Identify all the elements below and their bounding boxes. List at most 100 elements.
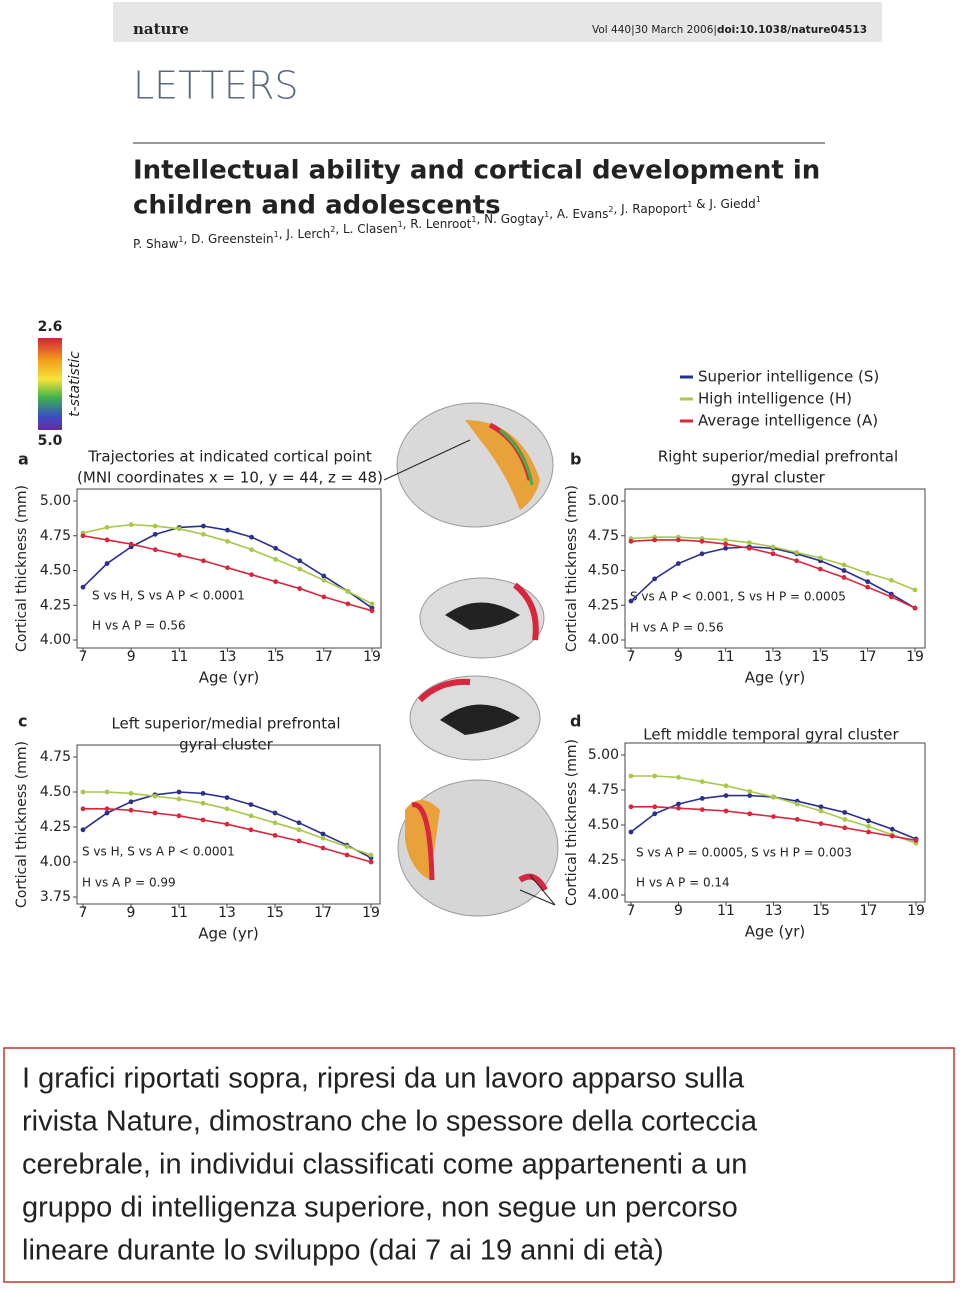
y-tick-label: 4.50 — [588, 817, 619, 833]
legend-label: High intelligence (H) — [698, 390, 852, 408]
data-point — [794, 801, 800, 807]
data-point — [225, 565, 230, 571]
author-name: , J. Lerch — [279, 227, 331, 241]
panel-letter: b — [570, 450, 581, 469]
data-point — [176, 796, 182, 802]
data-point — [369, 601, 375, 607]
data-point — [675, 561, 681, 566]
annotation: H vs A P = 0.56 — [630, 621, 724, 635]
x-axis-label: Age (yr) — [199, 669, 260, 687]
author-affil: 1 — [274, 230, 279, 239]
data-point — [818, 808, 824, 814]
data-point — [889, 833, 895, 839]
data-point — [104, 806, 110, 812]
caption-line: gruppo di intelligenza superiore, non se… — [22, 1192, 738, 1224]
author-affil: 1 — [471, 215, 476, 224]
data-point — [841, 562, 847, 568]
annotation: H vs A P = 0.99 — [82, 876, 176, 890]
data-point — [912, 587, 918, 593]
citation-text: Vol 440|30 March 2006| — [592, 24, 717, 36]
data-point — [225, 538, 230, 544]
data-point — [80, 806, 86, 812]
data-point — [888, 594, 894, 600]
data-point — [249, 534, 254, 540]
brain-images — [383, 402, 559, 917]
data-point — [104, 525, 110, 530]
data-point — [723, 537, 729, 543]
x-tick-label: 11 — [717, 903, 735, 919]
chart-title: Left middle temporal gyral cluster — [643, 726, 899, 744]
data-point — [865, 570, 871, 576]
data-point — [818, 804, 824, 810]
data-point — [248, 802, 254, 807]
data-point — [866, 818, 871, 824]
data-point — [699, 779, 705, 784]
plot-frame — [624, 488, 926, 649]
data-point — [652, 811, 658, 817]
author-affil: 2 — [608, 205, 613, 214]
data-point — [628, 804, 634, 810]
data-point — [128, 799, 134, 805]
data-point — [272, 833, 278, 838]
data-point — [770, 544, 776, 550]
data-point — [224, 795, 230, 800]
data-point — [201, 523, 206, 529]
x-tick-label: 13 — [764, 649, 782, 665]
x-tick-label: 15 — [812, 903, 830, 919]
data-point — [80, 533, 86, 539]
data-point — [152, 810, 158, 816]
data-point — [866, 829, 871, 835]
journal: nature — [133, 20, 189, 38]
x-tick-label: 19 — [363, 649, 381, 665]
data-point — [176, 813, 182, 819]
data-point — [345, 588, 351, 594]
y-axis-label: Cortical thickness (mm) — [14, 485, 30, 652]
data-point — [676, 775, 681, 780]
data-point — [176, 526, 182, 532]
data-point — [201, 558, 206, 564]
data-point — [865, 584, 871, 590]
y-tick-label: 5.00 — [588, 747, 619, 763]
colorbar-max: 2.6 — [38, 319, 63, 335]
x-axis-label: Age (yr) — [198, 925, 259, 943]
author-affil: 2 — [330, 225, 335, 234]
data-point — [296, 838, 302, 844]
x-tick-label: 17 — [314, 905, 332, 921]
y-tick-label: 4.75 — [40, 749, 71, 765]
data-point — [152, 523, 158, 529]
x-tick-label: 15 — [267, 649, 285, 665]
data-point — [675, 537, 681, 543]
x-tick-label: 9 — [674, 903, 683, 919]
author-affil: 1 — [544, 210, 549, 219]
x-axis-label: Age (yr) — [745, 669, 806, 687]
x-tick-label: 17 — [859, 649, 877, 665]
data-point — [723, 793, 729, 798]
caption-box — [3, 1047, 955, 1283]
data-point — [818, 821, 824, 826]
data-point — [273, 579, 279, 585]
data-point — [128, 541, 134, 547]
y-tick-label: 4.50 — [40, 563, 71, 579]
title-line: Intellectual ability and cortical develo… — [133, 156, 820, 186]
author-name: , L. Clasen — [335, 222, 397, 236]
author-affil: 1 — [178, 235, 183, 244]
panel-letter: a — [18, 450, 29, 469]
data-point — [747, 793, 753, 798]
data-point — [747, 789, 753, 794]
y-tick-label: 4.00 — [40, 632, 71, 648]
data-point — [320, 831, 326, 837]
data-point — [80, 584, 86, 590]
data-point — [865, 579, 871, 585]
data-point — [747, 811, 753, 817]
data-point — [104, 537, 110, 543]
y-tick-label: 4.00 — [588, 632, 619, 648]
x-tick-label: 11 — [717, 649, 735, 665]
y-tick-label: 4.75 — [588, 528, 619, 544]
chart-title: (MNI coordinates x = 10, y = 44, z = 48) — [77, 469, 383, 487]
y-tick-label: 4.25 — [588, 852, 619, 868]
chart-title: gyral cluster — [731, 469, 826, 487]
data-point — [272, 810, 278, 816]
y-tick-label: 4.25 — [588, 597, 619, 613]
data-point — [321, 594, 327, 600]
